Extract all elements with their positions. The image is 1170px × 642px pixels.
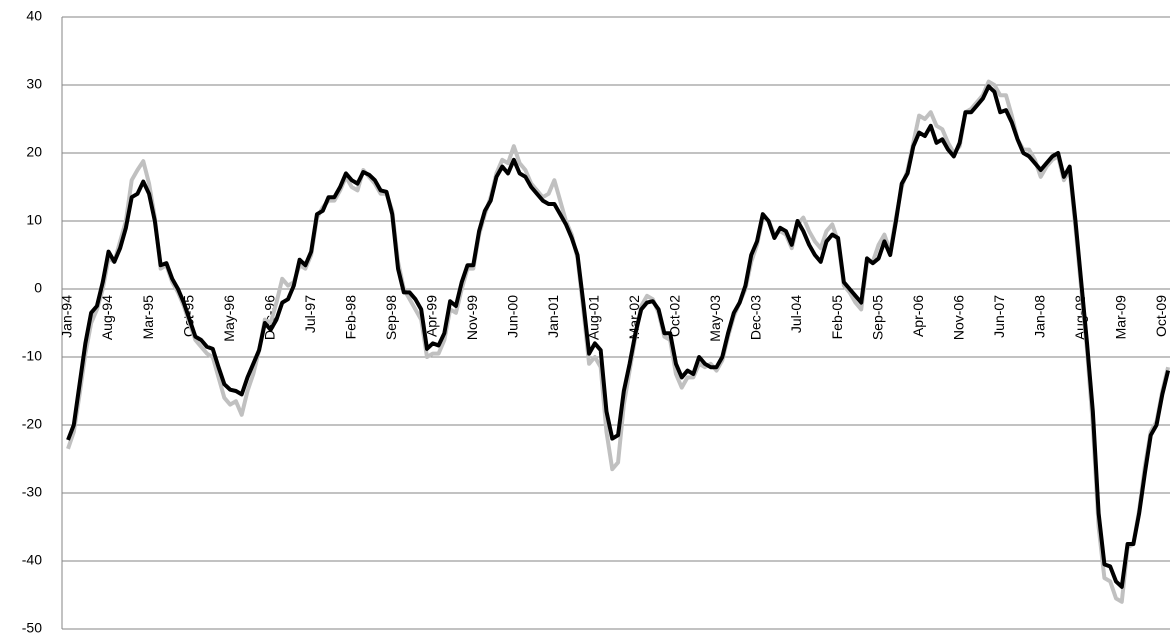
- x-tick-label: Dec-03: [748, 295, 764, 340]
- x-tick-label: Jan-94: [59, 295, 75, 338]
- y-tick-label: 10: [26, 212, 42, 228]
- x-tick-label: Jul-04: [788, 295, 804, 333]
- x-tick-label: Nov-06: [950, 295, 966, 340]
- x-tick-label: Jun-07: [991, 295, 1007, 338]
- x-tick-label: Sep-98: [383, 295, 399, 340]
- x-tick-label: Jul-97: [302, 295, 318, 333]
- y-tick-label: 0: [34, 280, 42, 296]
- x-tick-label: Nov-99: [464, 295, 480, 340]
- y-tick-label: -50: [22, 620, 42, 636]
- x-tick-label: Oct-09: [1153, 295, 1169, 337]
- x-tick-label: Feb-98: [342, 295, 358, 340]
- x-tick-label: Aug-94: [99, 295, 115, 340]
- y-tick-label: -10: [22, 348, 42, 364]
- x-tick-label: Jan-08: [1031, 295, 1047, 338]
- x-tick-label: Jun-00: [505, 295, 521, 338]
- x-tick-label: Jan-01: [545, 295, 561, 338]
- y-tick-label: 30: [26, 76, 42, 92]
- data-line: [66, 84, 1170, 589]
- x-tick-label: May-96: [221, 295, 237, 342]
- y-tick-label: -30: [22, 484, 42, 500]
- x-tick-label: Aug-01: [586, 295, 602, 340]
- y-tick-label: 20: [26, 144, 42, 160]
- y-tick-label: 40: [26, 8, 42, 24]
- y-tick-label: -20: [22, 416, 42, 432]
- x-tick-label: Mar-95: [140, 295, 156, 340]
- x-tick-label: Mar-09: [1112, 295, 1128, 340]
- x-tick-label: Apr-99: [423, 295, 439, 337]
- x-tick-label: Apr-06: [910, 295, 926, 337]
- x-tick-label: Oct-02: [667, 295, 683, 337]
- x-tick-label: Feb-05: [829, 295, 845, 340]
- x-tick-label: Sep-05: [869, 295, 885, 340]
- y-tick-label: -40: [22, 552, 42, 568]
- x-tick-label: May-03: [707, 295, 723, 342]
